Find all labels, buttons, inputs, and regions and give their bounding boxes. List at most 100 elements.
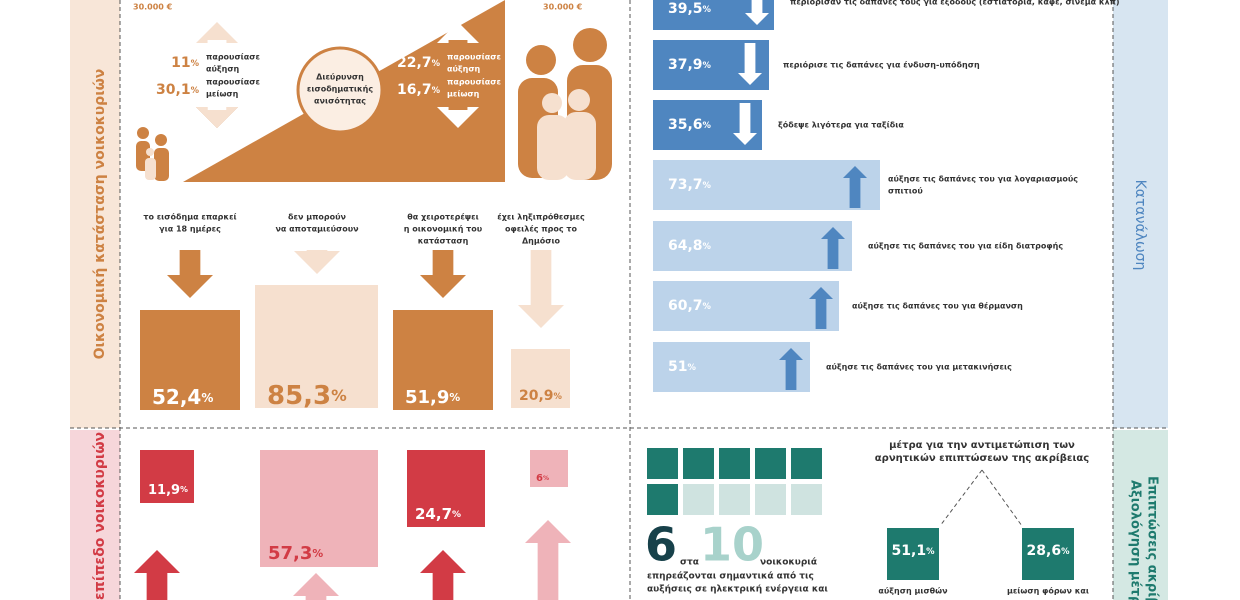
percent: 37,9% bbox=[668, 57, 712, 73]
arrow bbox=[167, 250, 213, 298]
percent: 51% bbox=[668, 359, 696, 375]
impact-box bbox=[530, 450, 568, 487]
label: στα bbox=[680, 558, 699, 568]
family-large bbox=[518, 28, 612, 180]
arrow bbox=[733, 103, 757, 145]
label: μείωση φόρων και bbox=[1007, 586, 1089, 596]
measure-box bbox=[1022, 528, 1074, 580]
arrow bbox=[745, 0, 769, 25]
arrow bbox=[437, 107, 479, 128]
arrow bbox=[525, 520, 571, 600]
arrow bbox=[518, 250, 564, 328]
percent: 11% bbox=[171, 55, 199, 71]
label: Δημόσιο bbox=[522, 236, 561, 246]
label: αύξησε τις δαπάνες του για λογαριασμούς bbox=[888, 175, 1078, 184]
percent: 22,7% bbox=[397, 55, 441, 71]
ratio-number: 10 bbox=[700, 518, 764, 572]
ratio-number: 6 bbox=[645, 518, 677, 572]
connector bbox=[981, 469, 1023, 527]
label: κατάσταση bbox=[418, 237, 469, 246]
label: αυξήσεις σε ηλεκτρική ενέργεια και bbox=[647, 584, 828, 595]
label: για 18 ημέρες bbox=[159, 224, 221, 234]
label: η οικονομική του bbox=[404, 225, 483, 234]
label: αύξησε τις δαπάνες του για μετακινήσεις bbox=[826, 363, 1012, 372]
label: αύξηση bbox=[447, 65, 481, 74]
arrow bbox=[437, 22, 479, 43]
connector bbox=[939, 469, 983, 527]
ratio-square bbox=[791, 484, 822, 515]
label: παρουσίασε bbox=[206, 52, 260, 62]
label: 30.000 € bbox=[133, 3, 173, 12]
effects-band bbox=[1113, 430, 1168, 600]
percent: 51,1% bbox=[892, 543, 936, 559]
percent: 85,3% bbox=[267, 381, 347, 411]
percent: 30,1% bbox=[156, 82, 200, 98]
center-circle bbox=[296, 46, 384, 134]
consumption-bar bbox=[653, 342, 810, 392]
impact-box bbox=[260, 450, 378, 567]
percent: 35,6% bbox=[668, 117, 712, 133]
label: περιόρισαν τις δαπάνες τους για έξοδους … bbox=[790, 0, 1120, 7]
percent: 60,7% bbox=[668, 298, 712, 314]
impact-band bbox=[70, 430, 120, 600]
label: ανισότητας bbox=[314, 96, 366, 106]
ratio-square bbox=[683, 484, 714, 515]
percent: 6% bbox=[536, 473, 549, 484]
label: παρουσίασε bbox=[447, 52, 501, 62]
label: σπιτιού bbox=[888, 187, 923, 196]
impact-box bbox=[407, 450, 485, 527]
percent: 52,4% bbox=[152, 385, 213, 409]
percent: 57,3% bbox=[268, 543, 323, 564]
measure-box bbox=[887, 528, 939, 580]
side-label: Επιπτώσεις ακρίβ bbox=[1145, 476, 1160, 600]
side-label: Οικονομική κατάσταση νοικοκυριών bbox=[92, 69, 108, 360]
arrow bbox=[821, 227, 845, 269]
label: μείωση bbox=[206, 89, 239, 99]
label: οφειλές προς το bbox=[505, 224, 578, 234]
percent: 28,6% bbox=[1027, 543, 1071, 559]
ratio-square bbox=[755, 484, 786, 515]
percent: 73,7% bbox=[668, 177, 712, 193]
percent: 11,9% bbox=[148, 483, 188, 498]
label: δεν μπορούν bbox=[288, 213, 347, 222]
arrow bbox=[196, 107, 238, 128]
ratio-square bbox=[683, 448, 714, 479]
arrow bbox=[293, 573, 339, 600]
consumption-bar bbox=[653, 160, 880, 210]
arrow bbox=[134, 550, 180, 600]
percent: 20,9% bbox=[519, 388, 563, 404]
ratio-square bbox=[719, 484, 750, 515]
label: να αποταμιεύσουν bbox=[275, 225, 359, 234]
label: αύξησε τις δαπάνες του για θέρμανση bbox=[852, 301, 1023, 311]
percent: 51,9% bbox=[405, 387, 460, 408]
label: αύξησε τις δαπάνες του για είδη διατροφή… bbox=[868, 241, 1063, 251]
label: μέτρα για την αντιμετώπιση των bbox=[889, 439, 1075, 451]
side-label: Αξιολόγηση μέτρ bbox=[1128, 480, 1143, 600]
consumption-bar bbox=[653, 281, 839, 331]
percent: 39,5% bbox=[668, 1, 712, 17]
label: εισοδηματικής bbox=[307, 85, 373, 94]
impact-box bbox=[140, 450, 194, 503]
label: αρνητικών επιπτώσεων της ακρίβειας bbox=[875, 452, 1089, 464]
label: το εισόδημα επαρκεί bbox=[143, 212, 236, 222]
label: ξόδεψε λιγότερα για ταξίδια bbox=[778, 120, 904, 130]
finance-box bbox=[511, 349, 570, 408]
label: 30.000 € bbox=[543, 3, 583, 12]
arrow bbox=[420, 250, 466, 298]
ratio-square bbox=[755, 448, 786, 479]
label: αύξηση μισθών bbox=[878, 586, 948, 596]
label: θα χειροτερέψει bbox=[407, 212, 478, 222]
percent: 24,7% bbox=[415, 505, 461, 523]
side-label: Κατανάλωση bbox=[1132, 180, 1148, 271]
label: αύξηση bbox=[206, 65, 240, 74]
label: περιόρισε τις δαπάνες για ένδυση-υπόδηση bbox=[783, 60, 980, 70]
arrow bbox=[809, 287, 833, 329]
ratio-square bbox=[791, 448, 822, 479]
consumption-band bbox=[1113, 0, 1168, 428]
label: Διεύρυνση bbox=[316, 73, 364, 82]
finance-box bbox=[255, 285, 378, 408]
arrow bbox=[196, 22, 238, 43]
arrow bbox=[294, 250, 340, 274]
